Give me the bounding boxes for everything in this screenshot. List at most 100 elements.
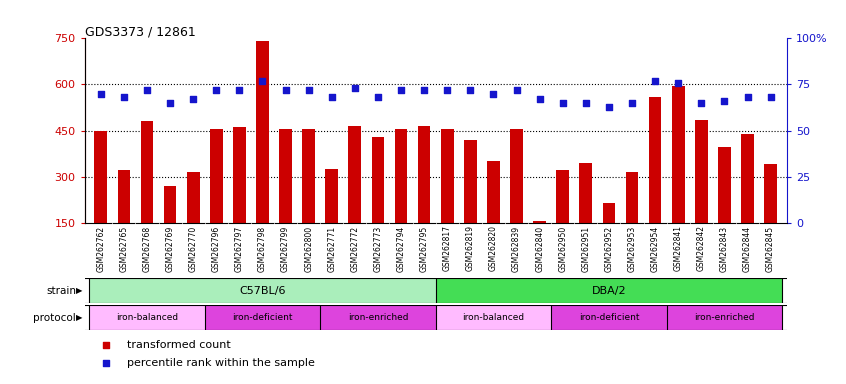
Text: GSM262799: GSM262799 — [281, 225, 290, 271]
Point — [464, 87, 477, 93]
Text: GSM262772: GSM262772 — [350, 225, 360, 271]
Point — [255, 78, 269, 84]
Point — [533, 96, 547, 102]
Bar — [741, 134, 754, 223]
Bar — [464, 140, 476, 223]
Text: GSM262817: GSM262817 — [442, 225, 452, 271]
Bar — [187, 172, 200, 223]
Bar — [371, 137, 384, 223]
Text: GSM262954: GSM262954 — [651, 225, 660, 271]
Bar — [510, 129, 523, 223]
Text: GSM262769: GSM262769 — [166, 225, 174, 271]
Text: iron-balanced: iron-balanced — [116, 313, 178, 322]
Point — [94, 91, 107, 97]
Point — [672, 79, 685, 86]
Point — [695, 100, 708, 106]
Text: iron-enriched: iron-enriched — [695, 313, 755, 322]
Text: iron-deficient: iron-deficient — [232, 313, 293, 322]
Point — [140, 87, 154, 93]
Point — [163, 100, 177, 106]
Point — [394, 87, 408, 93]
Text: ▶: ▶ — [76, 286, 83, 295]
Bar — [256, 41, 269, 223]
Text: GSM262843: GSM262843 — [720, 225, 729, 271]
Text: GSM262839: GSM262839 — [512, 225, 521, 271]
Point — [348, 85, 361, 91]
Bar — [95, 131, 107, 223]
Text: transformed count: transformed count — [127, 340, 230, 350]
Text: GSM262797: GSM262797 — [235, 225, 244, 271]
Point — [371, 94, 385, 101]
Text: GSM262762: GSM262762 — [96, 225, 105, 271]
Point — [486, 91, 500, 97]
Text: ▶: ▶ — [76, 313, 83, 322]
Text: GSM262795: GSM262795 — [420, 225, 429, 271]
Point — [556, 100, 569, 106]
Bar — [441, 129, 453, 223]
Text: GSM262765: GSM262765 — [119, 225, 129, 271]
Point — [510, 87, 524, 93]
Text: protocol: protocol — [33, 313, 76, 323]
Bar — [349, 126, 361, 223]
Bar — [487, 161, 500, 223]
Bar — [395, 129, 408, 223]
Text: GSM262798: GSM262798 — [258, 225, 267, 271]
Bar — [718, 147, 731, 223]
Bar — [118, 170, 130, 223]
Point — [717, 98, 731, 104]
Text: GSM262840: GSM262840 — [536, 225, 544, 271]
Point — [302, 87, 316, 93]
Point — [99, 342, 113, 348]
Point — [117, 94, 130, 101]
Bar — [557, 170, 569, 223]
Bar — [626, 172, 639, 223]
Bar — [140, 121, 153, 223]
Text: GSM262819: GSM262819 — [466, 225, 475, 271]
Text: GSM262771: GSM262771 — [327, 225, 336, 271]
Text: GSM262800: GSM262800 — [305, 225, 313, 271]
Bar — [649, 97, 662, 223]
Bar — [580, 163, 592, 223]
Text: GSM262842: GSM262842 — [697, 225, 706, 271]
Point — [764, 94, 777, 101]
Point — [625, 100, 639, 106]
Text: GSM262950: GSM262950 — [558, 225, 567, 271]
Text: strain: strain — [47, 286, 76, 296]
Point — [210, 87, 223, 93]
Bar — [672, 86, 684, 223]
Bar — [302, 129, 315, 223]
Point — [648, 78, 662, 84]
Point — [279, 87, 293, 93]
Text: GSM262773: GSM262773 — [373, 225, 382, 271]
Text: DBA/2: DBA/2 — [591, 286, 626, 296]
Point — [99, 360, 113, 366]
Point — [325, 94, 338, 101]
Bar — [695, 120, 707, 223]
Text: GDS3373 / 12861: GDS3373 / 12861 — [85, 25, 195, 38]
Bar — [210, 129, 222, 223]
Bar — [326, 169, 338, 223]
Bar — [764, 164, 777, 223]
Text: GSM262796: GSM262796 — [212, 225, 221, 271]
Text: GSM262951: GSM262951 — [581, 225, 591, 271]
Text: GSM262770: GSM262770 — [189, 225, 198, 271]
Bar — [602, 203, 615, 223]
Text: C57BL/6: C57BL/6 — [239, 286, 286, 296]
Bar — [533, 221, 546, 223]
Point — [579, 100, 592, 106]
Text: GSM262768: GSM262768 — [142, 225, 151, 271]
Point — [233, 87, 246, 93]
Text: iron-enriched: iron-enriched — [348, 313, 408, 322]
Text: GSM262820: GSM262820 — [489, 225, 498, 271]
Text: GSM262844: GSM262844 — [743, 225, 752, 271]
Text: iron-balanced: iron-balanced — [463, 313, 525, 322]
Point — [417, 87, 431, 93]
Text: percentile rank within the sample: percentile rank within the sample — [127, 358, 315, 368]
Bar — [279, 129, 292, 223]
Bar — [164, 186, 177, 223]
Text: iron-deficient: iron-deficient — [579, 313, 640, 322]
Point — [441, 87, 454, 93]
Bar — [233, 127, 245, 223]
Point — [186, 96, 200, 102]
Text: GSM262794: GSM262794 — [397, 225, 405, 271]
